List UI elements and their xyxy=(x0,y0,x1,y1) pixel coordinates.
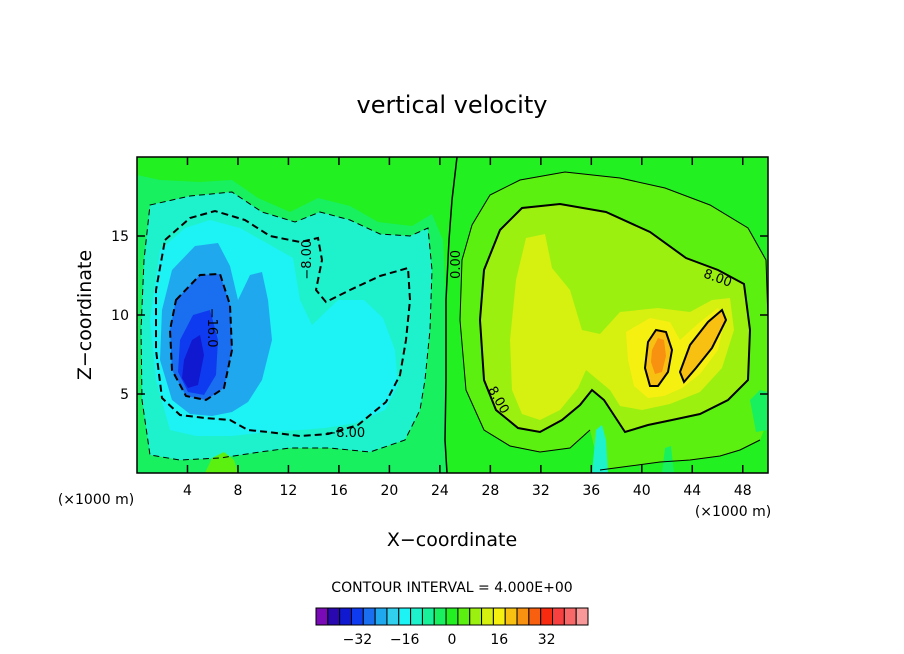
contour-zero-line xyxy=(444,157,458,473)
contour-neg4-line xyxy=(140,191,433,461)
x-unit-label-right: (×1000 m) xyxy=(695,504,771,520)
colorbar-tick-label: 16 xyxy=(490,632,508,648)
colorbar-tick-label: 0 xyxy=(448,632,457,648)
colorbar-swatch xyxy=(492,607,506,626)
chart-title: vertical velocity xyxy=(357,91,548,119)
colorbar-swatch xyxy=(516,607,530,626)
colorbar-tick-labels: −32 −16 0 16 32 xyxy=(343,632,556,648)
colorbar-swatch xyxy=(457,607,471,626)
colorbar-swatch xyxy=(410,607,423,626)
x-unit-label-left: (×1000 m) xyxy=(58,492,134,508)
colorbar-swatch xyxy=(433,607,447,626)
cell-surface-east xyxy=(592,425,608,473)
contour-label: −8.00 xyxy=(300,240,315,280)
x-tick-label: 36 xyxy=(582,483,600,499)
contour-pos8-line xyxy=(478,202,752,434)
x-tick-label: 8 xyxy=(233,483,242,499)
colorbar-swatch xyxy=(552,607,565,626)
colorbar-tick-label: −16 xyxy=(390,632,420,648)
y-tick-label: 10 xyxy=(111,308,129,324)
y-tick-label: 5 xyxy=(120,387,129,403)
colorbar-swatch xyxy=(481,607,494,626)
contour-label: −8.00 xyxy=(325,426,365,441)
x-axis-label: X−coordinate xyxy=(387,529,517,551)
contour-pos16-line-a xyxy=(643,328,674,387)
x-tick-label: 28 xyxy=(481,483,499,499)
region-pos24 xyxy=(651,338,666,374)
colorbar xyxy=(315,607,589,626)
x-tick-label: 48 xyxy=(734,483,752,499)
cell-surface-east2 xyxy=(662,446,674,473)
contour-pos4-line xyxy=(459,171,768,471)
colorbar-tick-label: −32 xyxy=(343,632,373,648)
colorbar-swatch xyxy=(315,607,329,626)
x-tick-label: 32 xyxy=(532,483,550,499)
colorbar-swatch xyxy=(575,607,589,626)
colorbar-swatch xyxy=(528,607,542,626)
x-tick-label: 40 xyxy=(633,483,651,499)
colorbar-tick-label: 32 xyxy=(538,632,556,648)
cell-surface-west xyxy=(205,452,238,473)
colorbar-swatch xyxy=(504,607,518,626)
colorbar-swatch xyxy=(540,607,554,626)
x-tick-label: 20 xyxy=(380,483,398,499)
x-tick-label: 16 xyxy=(330,483,348,499)
colorbar-swatch xyxy=(469,607,483,626)
cell-negative-east xyxy=(750,390,768,432)
x-tick-label: 12 xyxy=(280,483,298,499)
colorbar-swatch xyxy=(362,607,376,626)
contour-interval-label: CONTOUR INTERVAL = 4.000E+00 xyxy=(331,580,572,596)
x-tick-label: 24 xyxy=(431,483,449,499)
contour-pos16-line-b xyxy=(678,308,728,384)
x-tick-label: 44 xyxy=(683,483,701,499)
region-pos20-b xyxy=(680,310,726,382)
y-tick-label: 15 xyxy=(111,229,129,245)
colorbar-swatch xyxy=(563,607,577,626)
x-tick-label: 4 xyxy=(183,483,192,499)
colorbar-swatch xyxy=(445,607,459,626)
colorbar-swatch xyxy=(339,607,352,626)
colorbar-swatch xyxy=(421,607,435,626)
contour-label: 0.00 xyxy=(449,250,464,279)
colorbar-swatch xyxy=(386,607,400,626)
plot-area xyxy=(137,157,768,473)
contour-labels: −16.0−8.00−8.000.008.008.00 xyxy=(204,240,734,441)
contour-label: −16.0 xyxy=(204,308,219,348)
x-axis-ticks: 4 8 12 16 20 24 28 32 36 40 44 48 xyxy=(183,157,752,499)
colorbar-swatch xyxy=(398,607,412,626)
colorbar-swatch xyxy=(374,607,388,626)
contour-neg8-line xyxy=(155,209,412,438)
contour-neg16-line xyxy=(168,272,234,402)
colorbar-swatch xyxy=(327,607,341,626)
region-neg28 xyxy=(182,335,204,388)
y-axis-label: Z−coordinate xyxy=(74,250,96,380)
colorbar-swatch xyxy=(350,607,364,626)
y-axis-ticks: 5 10 15 xyxy=(111,229,768,403)
